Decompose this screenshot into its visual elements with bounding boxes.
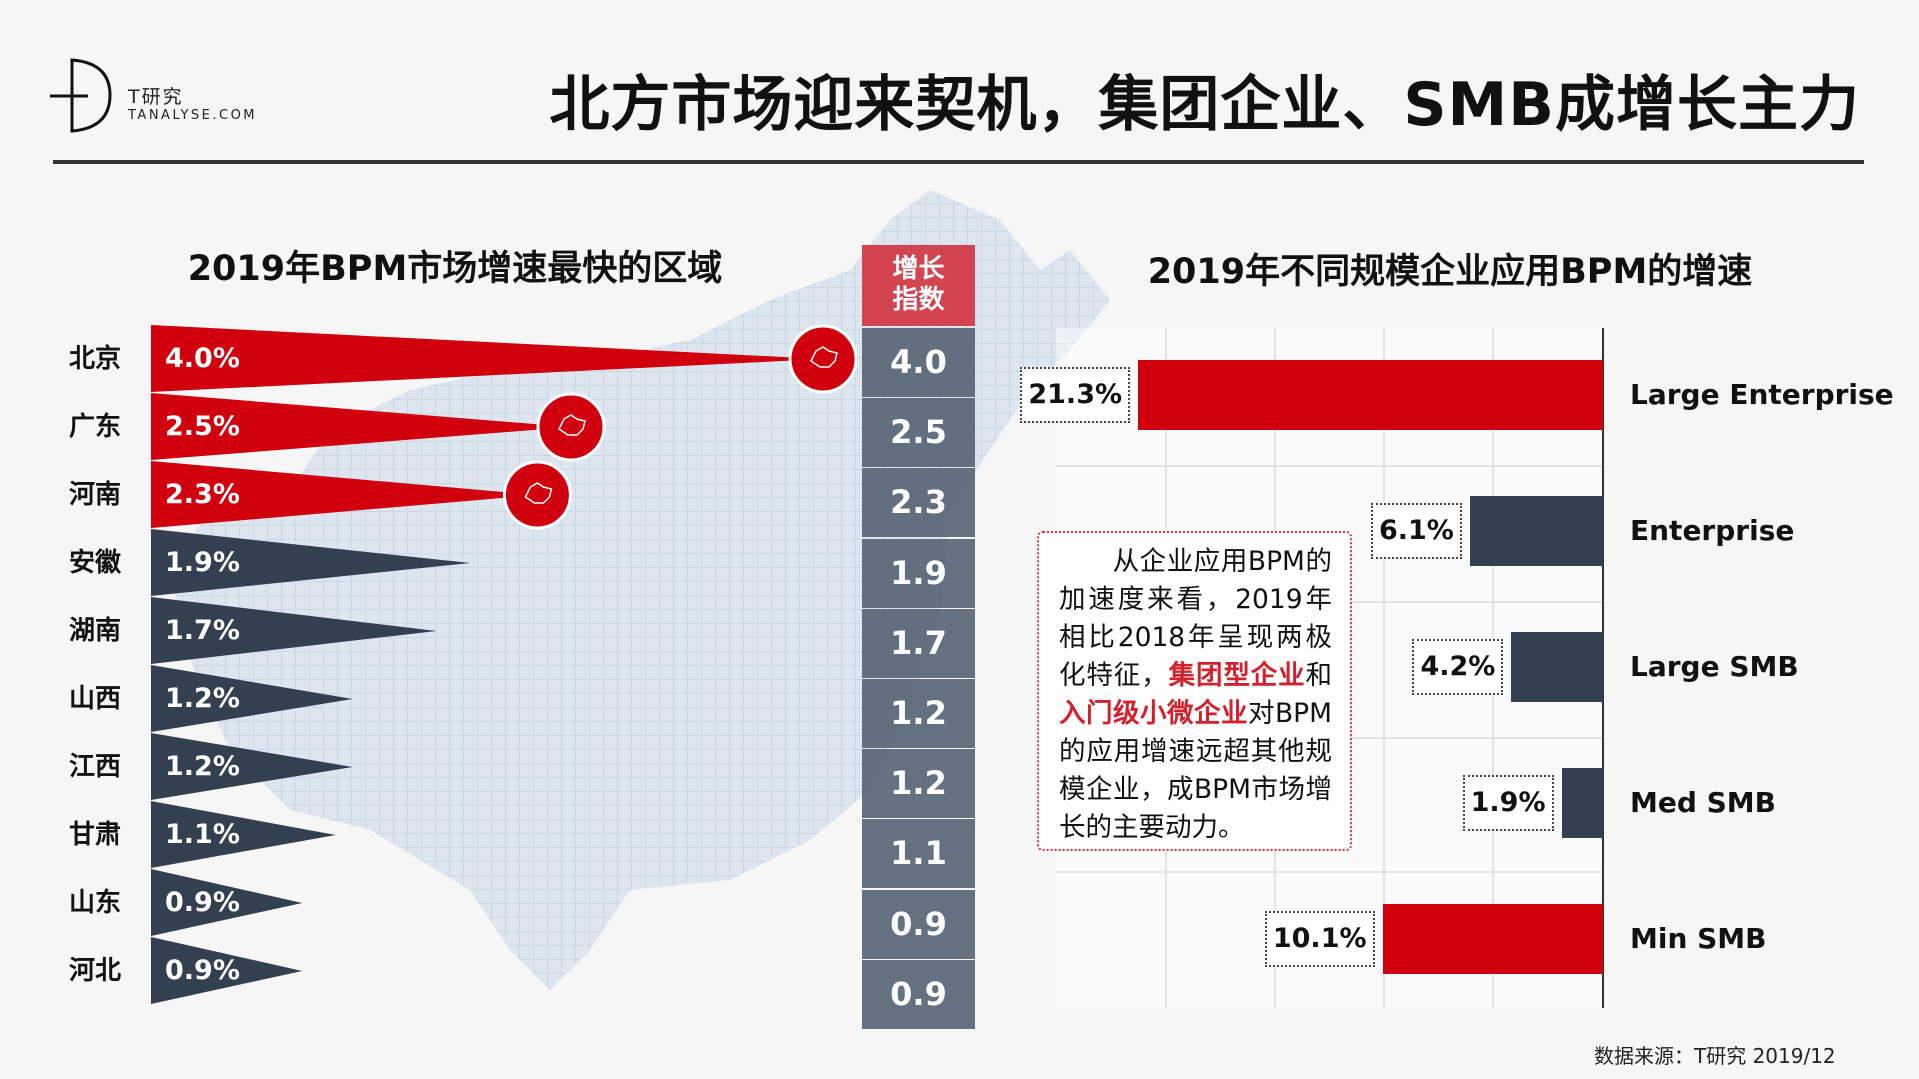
region-name: 北京 bbox=[68, 344, 121, 374]
region-triangle bbox=[151, 461, 538, 528]
region-name: 河南 bbox=[68, 480, 121, 510]
title-divider bbox=[53, 160, 1864, 164]
bar bbox=[1561, 768, 1603, 838]
bar-value-label: 6.1% bbox=[1370, 503, 1462, 559]
region-name: 安徽 bbox=[68, 548, 121, 578]
region-name: 湖南 bbox=[68, 616, 121, 646]
province-outline-icon bbox=[558, 414, 586, 436]
note-text: 对BPM的应用增速远超其他规模企业，成BPM市场增长的主要动力。 bbox=[1059, 698, 1333, 843]
logo-mark-icon bbox=[50, 58, 112, 133]
index-cell: 1.2 bbox=[862, 679, 975, 748]
index-cell: 1.7 bbox=[862, 608, 975, 678]
index-cell: 1.1 bbox=[862, 819, 975, 889]
bar bbox=[1469, 496, 1603, 566]
logo-brand-cn: T研究 bbox=[128, 86, 184, 108]
region-pct: 2.5% bbox=[165, 411, 240, 442]
region-name: 甘肃 bbox=[68, 820, 121, 850]
index-cell: 2.5 bbox=[862, 398, 975, 468]
bar-category-label: Enterprise bbox=[1630, 514, 1795, 547]
region-triangle bbox=[151, 393, 571, 460]
region-name: 山东 bbox=[68, 888, 121, 918]
note-text: 从企业应用BPM的加速度来看，2019年相比2018年呈现两极化特征， bbox=[1059, 546, 1332, 691]
note-text: 和 bbox=[1305, 660, 1333, 691]
region-triangle bbox=[151, 529, 471, 596]
note-highlight-smb: 入门级小微企业 bbox=[1059, 698, 1248, 729]
bar-value-label: 4.2% bbox=[1412, 639, 1504, 695]
province-outline-icon bbox=[810, 346, 838, 368]
region-triangle bbox=[151, 325, 823, 392]
province-map-icon bbox=[502, 460, 572, 530]
bar bbox=[1138, 360, 1603, 430]
province-outline-icon bbox=[524, 482, 553, 504]
region-name: 江西 bbox=[68, 752, 121, 782]
index-cell: 2.3 bbox=[862, 468, 975, 538]
region-triangle bbox=[151, 801, 336, 868]
bar-value-label: 10.1% bbox=[1264, 911, 1375, 967]
index-cell: 0.9 bbox=[862, 959, 975, 1029]
left-chart-title: 2019年BPM市场增速最快的区域 bbox=[187, 249, 723, 289]
region-pct: 1.1% bbox=[165, 819, 240, 850]
region-triangle bbox=[151, 665, 353, 732]
province-map-icon bbox=[536, 392, 606, 462]
bar-value-label: 21.3% bbox=[1020, 367, 1131, 423]
index-cell: 1.9 bbox=[862, 538, 975, 608]
region-triangle bbox=[151, 869, 303, 936]
bar-category-label: Min SMB bbox=[1630, 922, 1767, 955]
region-pct: 4.0% bbox=[165, 343, 240, 374]
region-pct: 1.7% bbox=[165, 615, 240, 646]
data-source: 数据来源：T研究 2019/12 bbox=[1594, 1044, 1836, 1068]
region-pct: 1.2% bbox=[165, 751, 240, 782]
note-highlight-group: 集团型企业 bbox=[1168, 660, 1306, 691]
region-pct: 0.9% bbox=[165, 955, 240, 986]
index-cell: 4.0 bbox=[862, 328, 975, 397]
region-name: 山西 bbox=[68, 684, 121, 714]
province-map-icon bbox=[788, 324, 858, 394]
region-pct: 0.9% bbox=[165, 887, 240, 918]
logo-brand-en: TANALYSE.COM bbox=[128, 108, 258, 123]
region-pct: 1.9% bbox=[165, 547, 240, 578]
bar-chart-axis bbox=[1602, 328, 1604, 1008]
bar-category-label: Med SMB bbox=[1630, 786, 1777, 819]
region-name: 广东 bbox=[68, 412, 121, 442]
region-triangle bbox=[151, 733, 353, 800]
index-cell: 0.9 bbox=[862, 889, 975, 959]
region-pct: 2.3% bbox=[165, 479, 240, 510]
insight-note: 从企业应用BPM的加速度来看，2019年相比2018年呈现两极化特征，集团型企业… bbox=[1037, 531, 1352, 851]
bar bbox=[1382, 904, 1603, 974]
region-pct: 1.2% bbox=[165, 683, 240, 714]
region-name: 河北 bbox=[68, 956, 121, 986]
bar-value-label: 1.9% bbox=[1462, 775, 1554, 831]
bar-category-label: Large SMB bbox=[1630, 650, 1799, 683]
bar bbox=[1511, 632, 1603, 702]
right-chart-title: 2019年不同规模企业应用BPM的增速 bbox=[1147, 252, 1753, 292]
bar-category-label: Large Enterprise bbox=[1630, 378, 1894, 411]
region-triangle bbox=[151, 597, 437, 664]
page-title: 北方市场迎来契机，集团企业、SMB成增长主力 bbox=[549, 70, 1860, 140]
index-cell: 1.2 bbox=[862, 749, 975, 819]
index-header: 增长 指数 bbox=[862, 245, 975, 326]
region-triangle bbox=[151, 937, 303, 1004]
